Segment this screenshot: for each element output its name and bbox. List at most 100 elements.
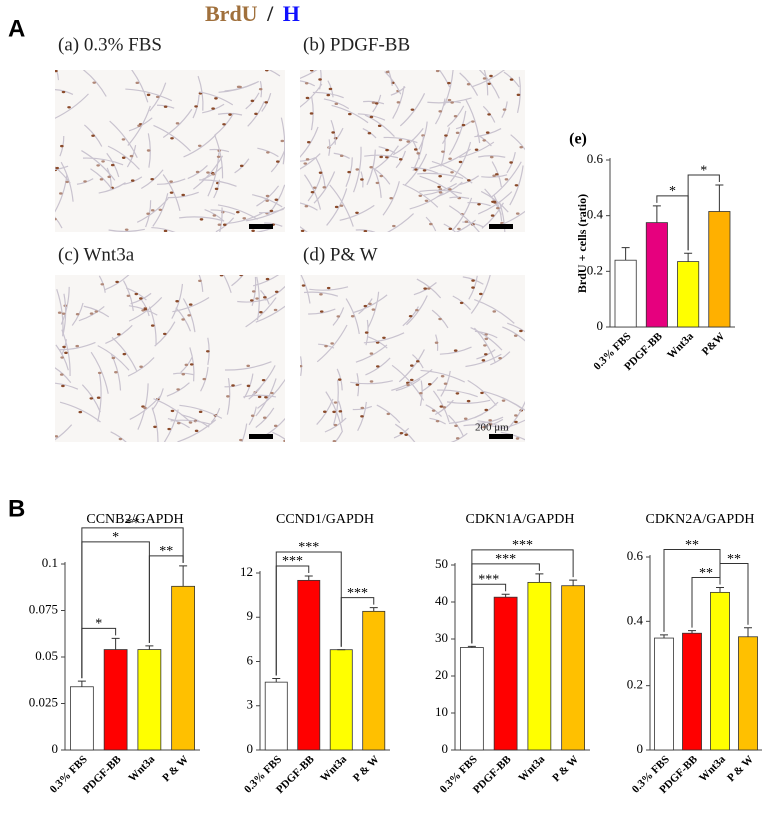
cell-nucleus xyxy=(251,290,256,293)
cell-nucleus xyxy=(64,351,68,355)
cell-body xyxy=(477,416,504,425)
cell-body xyxy=(272,431,285,440)
cell-body xyxy=(419,189,462,194)
x-tick-label: Wnt3a xyxy=(697,753,728,784)
cell-nucleus xyxy=(301,284,306,287)
x-tick-label: Wnt3a xyxy=(516,753,547,784)
cell-body xyxy=(376,404,401,424)
cell-body xyxy=(136,197,169,223)
cell-body xyxy=(149,82,167,112)
cell-body xyxy=(90,168,114,191)
cell-body xyxy=(395,378,421,392)
cell-body xyxy=(193,155,224,190)
cell-body xyxy=(128,305,158,316)
chart-title: CDKN1A/GAPDH xyxy=(466,512,575,527)
cell-body xyxy=(167,191,199,199)
cell-nucleus xyxy=(265,194,270,198)
cell-nucleus xyxy=(258,87,263,91)
cell-nucleus xyxy=(181,318,185,321)
cell-nucleus xyxy=(137,124,141,127)
cell-nucleus xyxy=(427,383,432,386)
cell-body xyxy=(82,70,107,97)
cell-nucleus xyxy=(143,308,148,311)
bar xyxy=(329,649,353,751)
cell-body xyxy=(300,153,321,170)
cell-body xyxy=(325,391,344,433)
cell-body xyxy=(59,401,101,423)
cell-nucleus xyxy=(409,378,414,382)
cell-nucleus xyxy=(492,310,497,313)
cell-nucleus xyxy=(124,228,129,231)
cell-body xyxy=(478,70,500,99)
cell-nucleus xyxy=(312,186,317,189)
x-tick-label: P & W xyxy=(725,753,756,784)
cell-nucleus xyxy=(459,301,464,305)
cell-nucleus xyxy=(55,166,59,170)
cell-body xyxy=(386,213,414,232)
bar xyxy=(654,637,674,751)
bar xyxy=(708,211,731,328)
cell-nucleus xyxy=(338,410,343,413)
error-bar xyxy=(652,205,661,223)
cell-nucleus xyxy=(389,197,393,200)
cell-nucleus xyxy=(220,211,225,214)
cell-nucleus xyxy=(231,384,235,387)
cell-nucleus xyxy=(429,222,433,226)
cell-nucleus xyxy=(471,120,475,123)
cell-body xyxy=(448,110,467,156)
significance-label: ** xyxy=(699,566,713,581)
significance-label: * xyxy=(669,184,676,199)
cell-nucleus xyxy=(60,144,64,148)
cell-nucleus xyxy=(439,405,444,408)
cell-nucleus xyxy=(305,158,310,161)
cell-nucleus xyxy=(515,212,520,215)
cell-body xyxy=(419,175,459,199)
cell-body xyxy=(256,276,260,321)
cell-body xyxy=(463,424,505,430)
micrograph-label: (c) Wnt3a xyxy=(58,244,135,265)
bar xyxy=(682,632,702,751)
y-tick-label: 40 xyxy=(435,593,448,608)
cell-nucleus xyxy=(404,433,408,436)
cell-body xyxy=(243,394,277,398)
cell-body xyxy=(308,308,336,315)
cell-nucleus xyxy=(238,85,242,89)
error-bar xyxy=(304,575,313,581)
cell-nucleus xyxy=(100,283,105,286)
significance-label: * xyxy=(95,617,102,632)
cell-nucleus xyxy=(319,310,324,313)
cell-body xyxy=(470,327,503,351)
cells xyxy=(300,70,525,232)
cell-body xyxy=(437,389,478,398)
cell-nucleus xyxy=(448,157,452,160)
cell-nucleus xyxy=(375,365,380,368)
y-tick-label: 0.05 xyxy=(35,648,58,663)
cell-nucleus xyxy=(360,406,365,410)
cell-body xyxy=(404,153,428,186)
cell-body xyxy=(108,228,145,232)
cell-body xyxy=(127,357,155,377)
cell-nucleus xyxy=(385,70,390,74)
cell-nucleus xyxy=(369,352,374,355)
error-bar xyxy=(688,630,696,634)
cell-nucleus xyxy=(375,181,380,185)
cell-body xyxy=(392,128,424,156)
cell-nucleus xyxy=(94,310,99,313)
cell-nucleus xyxy=(167,427,171,431)
cell-nucleus xyxy=(406,140,411,143)
y-tick-label: 10 xyxy=(435,704,448,719)
cell-nucleus xyxy=(280,139,285,143)
cell-nucleus xyxy=(332,440,337,442)
y-tick-label: 0.075 xyxy=(29,601,58,616)
cell-body xyxy=(448,413,483,424)
cell-nucleus xyxy=(379,174,384,178)
significance-bracket xyxy=(663,549,721,632)
cell-body xyxy=(483,390,524,411)
cell-nucleus xyxy=(202,377,207,381)
cell-nucleus xyxy=(318,171,323,174)
x-tick-label: Wnt3a xyxy=(665,330,696,361)
cell-body xyxy=(97,345,130,371)
cell-body xyxy=(268,70,281,77)
cell-nucleus xyxy=(502,108,507,111)
cell-body xyxy=(226,212,263,225)
